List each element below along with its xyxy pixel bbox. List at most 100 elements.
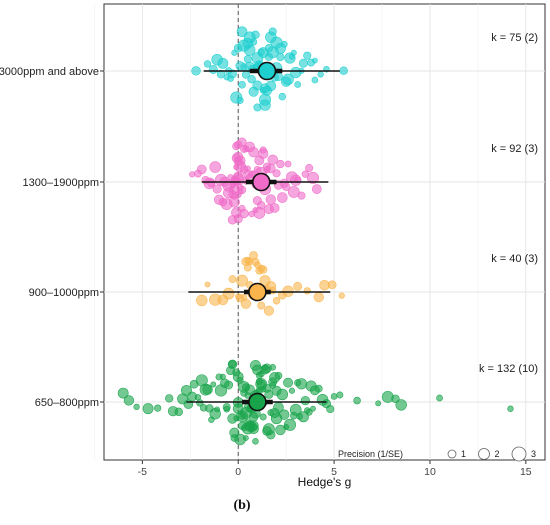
data-point [293, 281, 303, 291]
data-point [312, 57, 318, 64]
data-point [269, 203, 280, 213]
data-point [257, 148, 269, 159]
data-point [240, 145, 248, 153]
data-point [436, 394, 443, 402]
data-point [257, 301, 266, 310]
data-point [204, 281, 211, 288]
y-tick-label: 1300–1900ppm [23, 177, 99, 189]
mean-estimate [248, 282, 267, 302]
data-point [272, 169, 281, 178]
data-point [295, 378, 308, 390]
x-tick-label: 15 [520, 466, 532, 478]
data-point [232, 371, 244, 383]
data-point [276, 52, 285, 62]
data-point [214, 406, 221, 413]
y-tick-label: 3000ppm and above [0, 66, 99, 78]
x-tick-label: 10 [424, 466, 436, 478]
data-point [174, 407, 184, 417]
data-point [395, 399, 407, 411]
y-tick-label: 650–800ppm [35, 397, 99, 409]
data-point [251, 52, 264, 64]
k-label: k = 132 (10) [479, 363, 538, 375]
mean-estimate [257, 61, 277, 81]
data-point [123, 395, 135, 406]
data-point [303, 51, 312, 60]
legend-entry-label: 1 [461, 449, 466, 459]
group-2: 900–1000ppm k = 40 (3) [29, 251, 538, 316]
data-point [236, 188, 244, 195]
data-point [339, 66, 348, 75]
legend-size-symbol [511, 446, 527, 462]
data-point [228, 359, 237, 368]
data-point [330, 393, 338, 400]
data-point [289, 403, 302, 416]
data-point [191, 66, 201, 76]
data-point [233, 171, 244, 182]
data-point [257, 201, 266, 210]
data-point [338, 292, 345, 299]
data-point [236, 410, 248, 423]
data-point [317, 71, 324, 78]
mean-estimate [251, 172, 271, 192]
data-point [224, 380, 234, 390]
data-point [305, 408, 313, 416]
data-point [277, 192, 288, 203]
data-point [212, 184, 222, 194]
data-point [228, 275, 237, 284]
x-tick-label: 0 [235, 466, 241, 478]
data-point [298, 58, 308, 68]
figure-caption: (b) [233, 498, 251, 513]
data-point [284, 160, 292, 168]
data-point [210, 381, 217, 388]
data-point [276, 388, 289, 401]
data-point [313, 292, 324, 303]
data-point [233, 156, 243, 166]
data-point [259, 413, 267, 421]
data-point [230, 192, 238, 200]
data-point [248, 146, 259, 158]
data-point [278, 92, 287, 101]
legend-entry-label: 3 [531, 449, 536, 459]
data-point [269, 364, 277, 371]
data-point [243, 44, 256, 56]
data-point [327, 280, 337, 290]
plot-frame [103, 3, 546, 461]
data-point [282, 285, 294, 297]
x-axis-title: Hedge's g [298, 475, 352, 489]
data-point [249, 251, 258, 260]
data-point [375, 400, 382, 407]
data-point [154, 404, 162, 412]
legend-title: Precision (1/SE) [338, 449, 403, 459]
data-point [283, 377, 294, 388]
data-point [258, 265, 268, 274]
group-1: 1300–1900ppm k = 92 (3) [23, 137, 538, 225]
group-3: 650–800ppm k = 132 (10) [35, 359, 538, 446]
data-point [282, 73, 294, 86]
data-point [117, 387, 129, 399]
mean-estimate [248, 392, 267, 412]
data-point [314, 384, 323, 393]
data-point [294, 81, 302, 88]
data-point [288, 387, 295, 394]
data-point [269, 381, 277, 389]
data-point [241, 257, 251, 267]
data-point [303, 287, 311, 295]
data-point [336, 391, 344, 399]
data-point [311, 76, 319, 84]
data-point [263, 305, 274, 316]
data-point [196, 399, 204, 407]
data-point [353, 396, 361, 405]
data-point [287, 186, 300, 198]
data-point [265, 194, 276, 205]
data-point [202, 384, 213, 395]
k-label: k = 40 (3) [491, 253, 538, 265]
data-point [196, 164, 207, 175]
data-point [244, 165, 251, 172]
data-point [248, 420, 259, 431]
k-label: k = 92 (3) [491, 143, 538, 155]
legend-size-symbol [447, 449, 457, 459]
data-point [240, 298, 252, 309]
data-point [228, 69, 237, 79]
data-point [233, 214, 243, 224]
